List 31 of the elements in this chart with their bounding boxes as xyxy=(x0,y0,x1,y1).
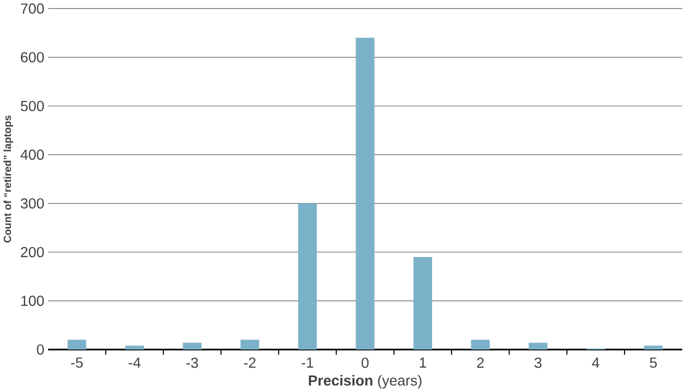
x-tick-label: -4 xyxy=(128,358,141,368)
y-tick-label: 0 xyxy=(36,344,44,355)
bar xyxy=(68,340,86,350)
bar xyxy=(240,340,260,350)
y-tick-label: 500 xyxy=(20,100,44,112)
x-tick-label: -3 xyxy=(186,358,198,368)
x-tick-label: 3 xyxy=(534,358,542,368)
x-tick-label: -1 xyxy=(302,358,314,368)
y-axis-title: Count of “retired” laptops xyxy=(3,116,14,243)
bar xyxy=(356,38,374,350)
y-tick-label: 400 xyxy=(20,150,44,160)
bar xyxy=(528,342,548,350)
bar xyxy=(298,203,317,350)
y-tick-label: 200 xyxy=(20,246,44,258)
bar xyxy=(413,257,432,350)
y-tick-label: 100 xyxy=(21,296,44,306)
y-tick-label: 600 xyxy=(20,52,44,62)
bar xyxy=(125,346,144,350)
x-tick-label: 4 xyxy=(592,358,600,368)
bar xyxy=(471,340,490,350)
x-axis-title: Precision (years) xyxy=(308,375,422,389)
x-tick-label: 0 xyxy=(362,358,369,368)
bar xyxy=(644,346,663,350)
x-tick-label: 2 xyxy=(477,358,484,368)
y-tick-label: 300 xyxy=(20,198,44,209)
x-tick-label: 1 xyxy=(420,358,426,368)
x-tick-label: -5 xyxy=(71,358,83,368)
bar xyxy=(182,342,202,350)
x-tick-label: 5 xyxy=(650,358,657,368)
y-tick-label: 700 xyxy=(20,3,44,14)
x-tick-label: -2 xyxy=(244,358,256,368)
